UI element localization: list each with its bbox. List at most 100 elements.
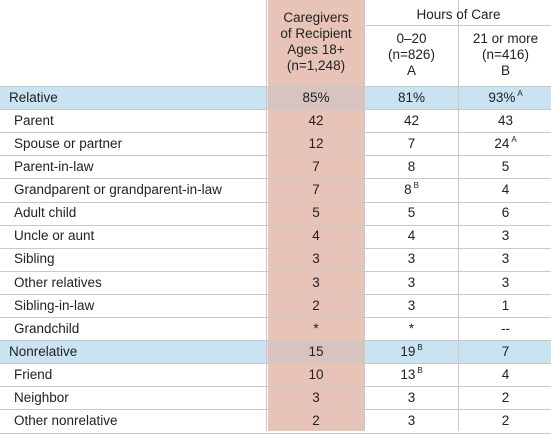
hours-0-20-value: 8 [407,159,416,175]
row-label: Sibling-in-law [14,297,95,313]
caregivers-header-line: Ages 18+ [287,42,345,57]
hours-21-plus-value: 24 A [494,134,517,151]
row-label: Other nonrelative [14,413,118,429]
hours-21-plus-value: 43 [497,112,514,128]
row-label: Uncle or aunt [14,228,95,244]
row-label: Sibling [14,251,55,267]
row-label: Adult child [14,205,77,221]
row-rule [0,155,551,157]
col-a-header-line: A [406,63,416,78]
hours-21-plus-value: 4 [501,366,510,382]
row-rule [0,340,551,342]
row-label: Other relatives [14,274,102,290]
caregivers-value: 2 [312,413,320,429]
caregivers-value: 15 [308,343,324,359]
hours-0-20-value: 3 [407,390,416,406]
column-divider [458,0,459,431]
caregivers-value: 7 [312,182,320,198]
row-label: Neighbor [14,390,69,406]
caregivers-value: 3 [312,390,320,406]
row-rule [0,317,551,318]
row-label: Parent [14,112,54,128]
hours-0-20-value: 4 [407,228,416,244]
row-rule [0,247,551,249]
hours-21-plus-value: 2 [501,413,510,429]
hours-21-plus-value: 6 [501,205,510,221]
hours-0-20-value: 19 B [400,342,423,359]
hours-21-plus-value: 3 [501,228,510,244]
hours-0-20-value: 13 B [400,365,423,382]
col-b-header-line: B [500,63,510,78]
hours-0-20-value: 81% [397,89,426,105]
significance-marker: B [417,342,423,352]
row-rule [0,109,551,111]
col-a-header: 0–20 (n=826) A [366,31,457,79]
hours-21-plus-value: 93% A [488,88,523,105]
row-rule [0,178,551,180]
hours-21-plus-value: 3 [501,251,510,267]
caregivers-header-line: (n=1,248) [286,58,346,73]
hours-0-20-value: 42 [403,112,420,128]
hours-0-20-value: 3 [407,251,416,267]
col-a-header-line: 0–20 [396,31,427,46]
row-rule [0,409,551,411]
hours-21-plus-value: 7 [501,343,510,359]
hours-0-20-value: 7 [407,135,416,151]
caregivers-value: 10 [308,366,324,382]
hours-21-plus-value: 5 [501,159,510,175]
col-b-header: 21 or more (n=416) B [460,31,551,79]
row-rule [0,224,551,226]
row-rule [0,270,551,272]
row-rule [0,132,551,134]
hours-21-plus-value: 2 [501,390,510,406]
group-row-caregivers-bg [268,340,364,364]
caregivers-value: 12 [308,135,324,151]
caregivers-value: 2 [312,297,320,313]
row-rule [0,432,551,434]
significance-marker: A [511,134,517,144]
caregivers-value: 42 [308,112,324,128]
row-rule [0,201,551,203]
caregivers-header-line: Caregivers [283,10,349,25]
caregivers-value: 4 [312,228,320,244]
group-row-caregivers-bg [268,86,364,110]
significance-marker: B [413,180,419,190]
row-rule [0,363,551,365]
row-label: Relative [9,89,58,105]
significance-marker: B [417,365,423,375]
row-label: Nonrelative [9,343,78,359]
col-a-header-line: (n=826) [388,47,435,62]
hours-0-20-value: 3 [407,297,416,313]
column-divider [266,0,267,431]
row-label: Spouse or partner [14,135,123,151]
caregivers-header-line: of Recipient [280,26,352,41]
row-rule [0,293,551,295]
hours-0-20-value: 5 [407,205,416,221]
caregivers-header: Caregivers of Recipient Ages 18+ (n=1,248) [268,10,364,74]
row-label: Grandchild [14,320,80,336]
column-divider [364,0,365,431]
caregivers-value: 5 [312,205,320,221]
row-label: Grandparent or grandparent-in-law [14,182,222,198]
significance-marker: A [517,88,523,98]
col-b-header-line: 21 or more [472,31,539,46]
row-label: Friend [14,366,53,382]
hours-21-plus-value: 4 [501,182,510,198]
caregivers-value: * [313,320,319,336]
hours-21-plus-value: 1 [501,297,510,313]
hours-21-plus-value: -- [501,320,510,336]
col-b-header-line: (n=416) [482,47,529,62]
caregivers-value: 3 [312,251,320,267]
hours-0-20-value: 3 [407,274,416,290]
caregivers-value: 3 [312,274,320,290]
hours-0-20-value: * [408,320,415,336]
caregivers-value: 85% [302,89,330,105]
header-subrule [366,25,551,26]
hours-of-care-header: Hours of Care [416,7,501,22]
caregivers-value: 7 [312,159,320,175]
row-rule [0,386,551,388]
hours-0-20-value: 3 [407,413,416,429]
